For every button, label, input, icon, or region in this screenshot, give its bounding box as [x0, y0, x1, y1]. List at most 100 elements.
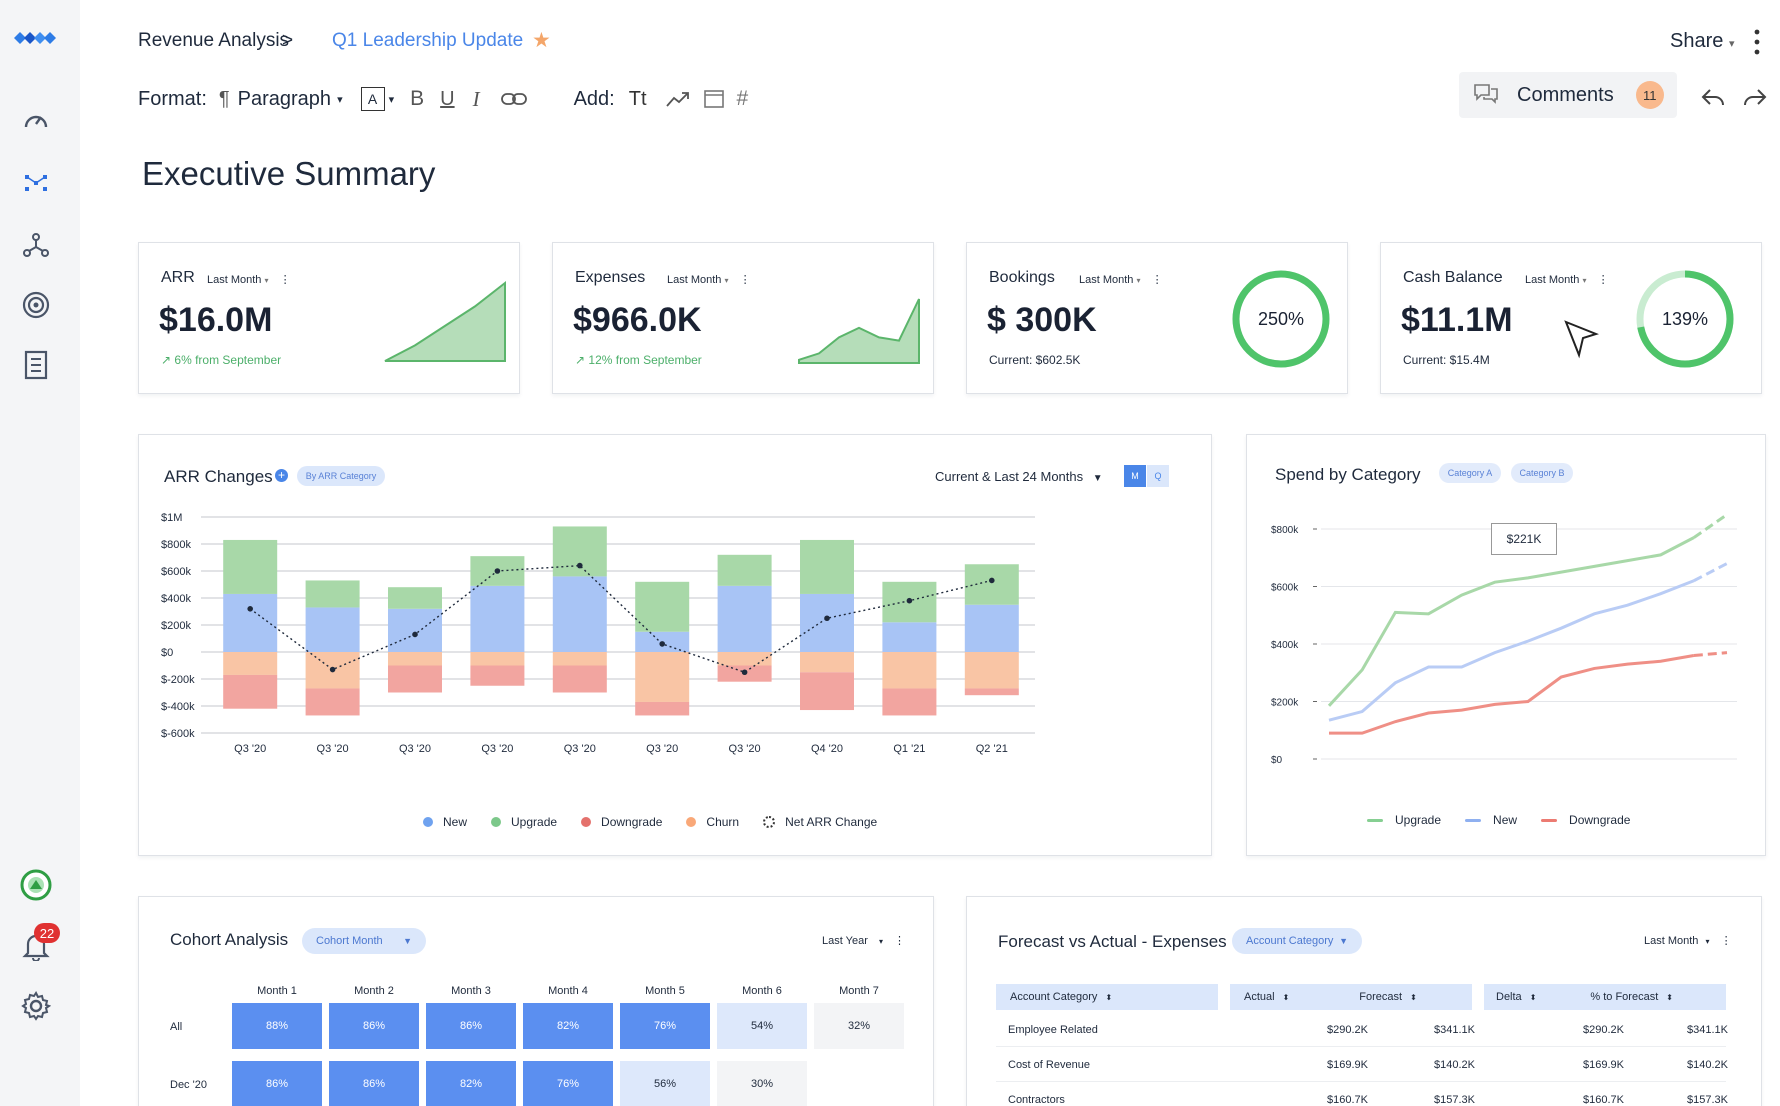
link-icon[interactable]: [500, 91, 528, 107]
chevron-down-icon: ▾: [1705, 937, 1710, 946]
column-header-account-category[interactable]: Account Category ⬍: [996, 984, 1218, 1010]
cohort-cell[interactable]: 76%: [523, 1061, 613, 1106]
add-text-button[interactable]: Tt: [628, 87, 647, 110]
undo-icon[interactable]: [1700, 86, 1726, 113]
kpi-card-arr[interactable]: ARR Last Month ▾ ⋮ $16.0M ↗ 6% from Sept…: [138, 242, 520, 394]
share-label: Share: [1670, 30, 1724, 52]
kpi-change: ↗ 12% from September: [575, 353, 702, 367]
target-icon[interactable]: [18, 287, 54, 323]
category-a-pill[interactable]: Category A: [1439, 463, 1501, 483]
period-dropdown[interactable]: Last Month ▾ ⋮: [207, 273, 291, 286]
cohort-cell[interactable]: 30%: [717, 1061, 807, 1106]
arr-changes-title: ARR Changes: [164, 467, 273, 486]
breadcrumb-parent[interactable]: Revenue Analysis: [138, 30, 290, 51]
tooltip-value: $221K: [1506, 532, 1542, 546]
notifications-count-badge: 22: [34, 923, 60, 943]
redo-icon[interactable]: [1742, 86, 1768, 113]
kebab-menu-icon[interactable]: ⋮: [1720, 935, 1732, 947]
graph-nodes-icon[interactable]: [18, 227, 54, 263]
bar-churn: [635, 652, 690, 702]
legend-label: New: [1493, 813, 1518, 827]
cohort-cell[interactable]: 32%: [814, 1003, 904, 1049]
cohort-cell[interactable]: 86%: [426, 1003, 516, 1049]
comments-button[interactable]: Comments 11: [1459, 72, 1677, 118]
kpi-card-expenses[interactable]: Expenses Last Month ▾ ⋮ $966.0K ↗ 12% fr…: [552, 242, 934, 394]
cohort-cell[interactable]: 82%: [523, 1003, 613, 1049]
italic-icon[interactable]: I: [472, 86, 480, 111]
pilcrow-icon: ¶: [218, 87, 230, 110]
add-plus-icon[interactable]: +: [275, 469, 288, 482]
paragraph-style-dropdown[interactable]: ¶ Paragraph ▾: [219, 88, 343, 111]
cohort-cell[interactable]: 86%: [232, 1061, 322, 1106]
kpi-card-cash-balance[interactable]: Cash Balance Last Month ▾ ⋮ $11.1M Curre…: [1380, 242, 1762, 394]
share-button[interactable]: Share ▾: [1670, 30, 1734, 53]
forecast-period-dropdown[interactable]: Last Month ▾ ⋮: [1644, 934, 1732, 947]
kpi-label: Cash Balance: [1403, 269, 1503, 286]
bar-new: [470, 585, 525, 652]
period-dropdown[interactable]: Last Month ▾ ⋮: [667, 273, 751, 286]
page-title: Executive Summary: [142, 155, 436, 192]
add-number-hash-icon[interactable]: #: [736, 87, 749, 110]
kebab-menu-icon[interactable]: ⋮: [1597, 274, 1609, 286]
account-category-dropdown[interactable]: Account Category ▼: [1232, 928, 1362, 954]
kpi-current: Current: $602.5K: [989, 353, 1081, 367]
dropdown-label: Cohort Month: [316, 935, 383, 947]
kebab-menu-icon[interactable]: ⋮: [1151, 274, 1163, 286]
cohort-cell[interactable]: 82%: [426, 1061, 516, 1106]
range-dropdown[interactable]: Current & Last 24 Months ▼: [935, 469, 1103, 484]
category-b-pill[interactable]: Category B: [1511, 463, 1573, 483]
column-header-actual-forecast[interactable]: Actual ⬍ Forecast ⬍: [1230, 984, 1472, 1010]
document-icon[interactable]: [18, 347, 54, 383]
analytics-chart-icon[interactable]: [18, 165, 54, 201]
cohort-cell[interactable]: 56%: [620, 1061, 710, 1106]
x-tick-label: Q3 '20: [564, 743, 596, 755]
more-options-icon[interactable]: [1754, 28, 1760, 56]
add-chart-trend-icon[interactable]: [665, 89, 691, 109]
settings-gear-icon[interactable]: [18, 988, 54, 1024]
cohort-cell[interactable]: 86%: [329, 1061, 419, 1106]
format-label: Format:: [138, 87, 207, 110]
app-logo[interactable]: [12, 20, 60, 56]
net-arr-point: [577, 562, 583, 569]
cohort-column-header: Month 7: [839, 985, 879, 997]
sort-icon: ⬍: [1410, 992, 1417, 1002]
period-dropdown[interactable]: Last Month ▾ ⋮: [1525, 273, 1609, 286]
cohort-cell[interactable]: 54%: [717, 1003, 807, 1049]
add-table-icon[interactable]: [703, 88, 725, 110]
net-arr-point: [494, 568, 501, 574]
dashboard-gauge-icon[interactable]: [18, 103, 54, 139]
toggle-quarterly-button[interactable]: Q: [1147, 465, 1169, 487]
bar-downgrade: [800, 672, 854, 711]
row-divider: [996, 1046, 1726, 1047]
cohort-cell[interactable]: 88%: [232, 1003, 322, 1049]
y-tick-label: $400k: [161, 593, 191, 605]
kpi-card-bookings[interactable]: Bookings Last Month ▾ ⋮ $ 300K Current: …: [966, 242, 1348, 394]
cohort-period-dropdown[interactable]: Last Year ▾ ⋮: [822, 934, 905, 947]
column-header-delta-percent[interactable]: Delta ⬍ % to Forecast ⬍: [1484, 984, 1726, 1010]
bold-icon[interactable]: B: [410, 87, 425, 110]
caret-down-icon: ▼: [1339, 936, 1348, 946]
cohort-month-dropdown[interactable]: Cohort Month ▼: [302, 928, 426, 954]
breadcrumb-current[interactable]: Q1 Leadership Update: [332, 30, 524, 51]
forecast-cell: $290.2K: [1327, 1024, 1368, 1036]
legend-new: New: [423, 815, 467, 829]
cohort-cell[interactable]: 86%: [329, 1003, 419, 1049]
y-tick-label: $800k: [161, 539, 191, 551]
kebab-menu-icon[interactable]: ⋮: [279, 274, 291, 286]
user-avatar[interactable]: [18, 867, 54, 903]
net-arr-line: [249, 564, 992, 674]
category-filter-pill[interactable]: By ARR Category: [297, 466, 385, 486]
toggle-monthly-button[interactable]: M: [1124, 465, 1146, 487]
bar-downgrade: [305, 688, 360, 716]
cohort-column-header: Month 3: [451, 985, 491, 997]
text-color-button[interactable]: A ▾: [360, 87, 394, 111]
kpi-current: Current: $15.4M: [1403, 353, 1490, 367]
cohort-cell[interactable]: 76%: [620, 1003, 710, 1049]
period-dropdown[interactable]: Last Month ▾ ⋮: [1079, 273, 1163, 286]
favorite-star-icon[interactable]: ★: [532, 29, 551, 52]
underline-icon[interactable]: U: [440, 87, 455, 110]
y-tick-label: $200k: [1271, 698, 1299, 709]
kebab-menu-icon[interactable]: ⋮: [739, 274, 751, 286]
bar-new: [717, 585, 772, 652]
kebab-menu-icon[interactable]: ⋮: [894, 935, 906, 947]
